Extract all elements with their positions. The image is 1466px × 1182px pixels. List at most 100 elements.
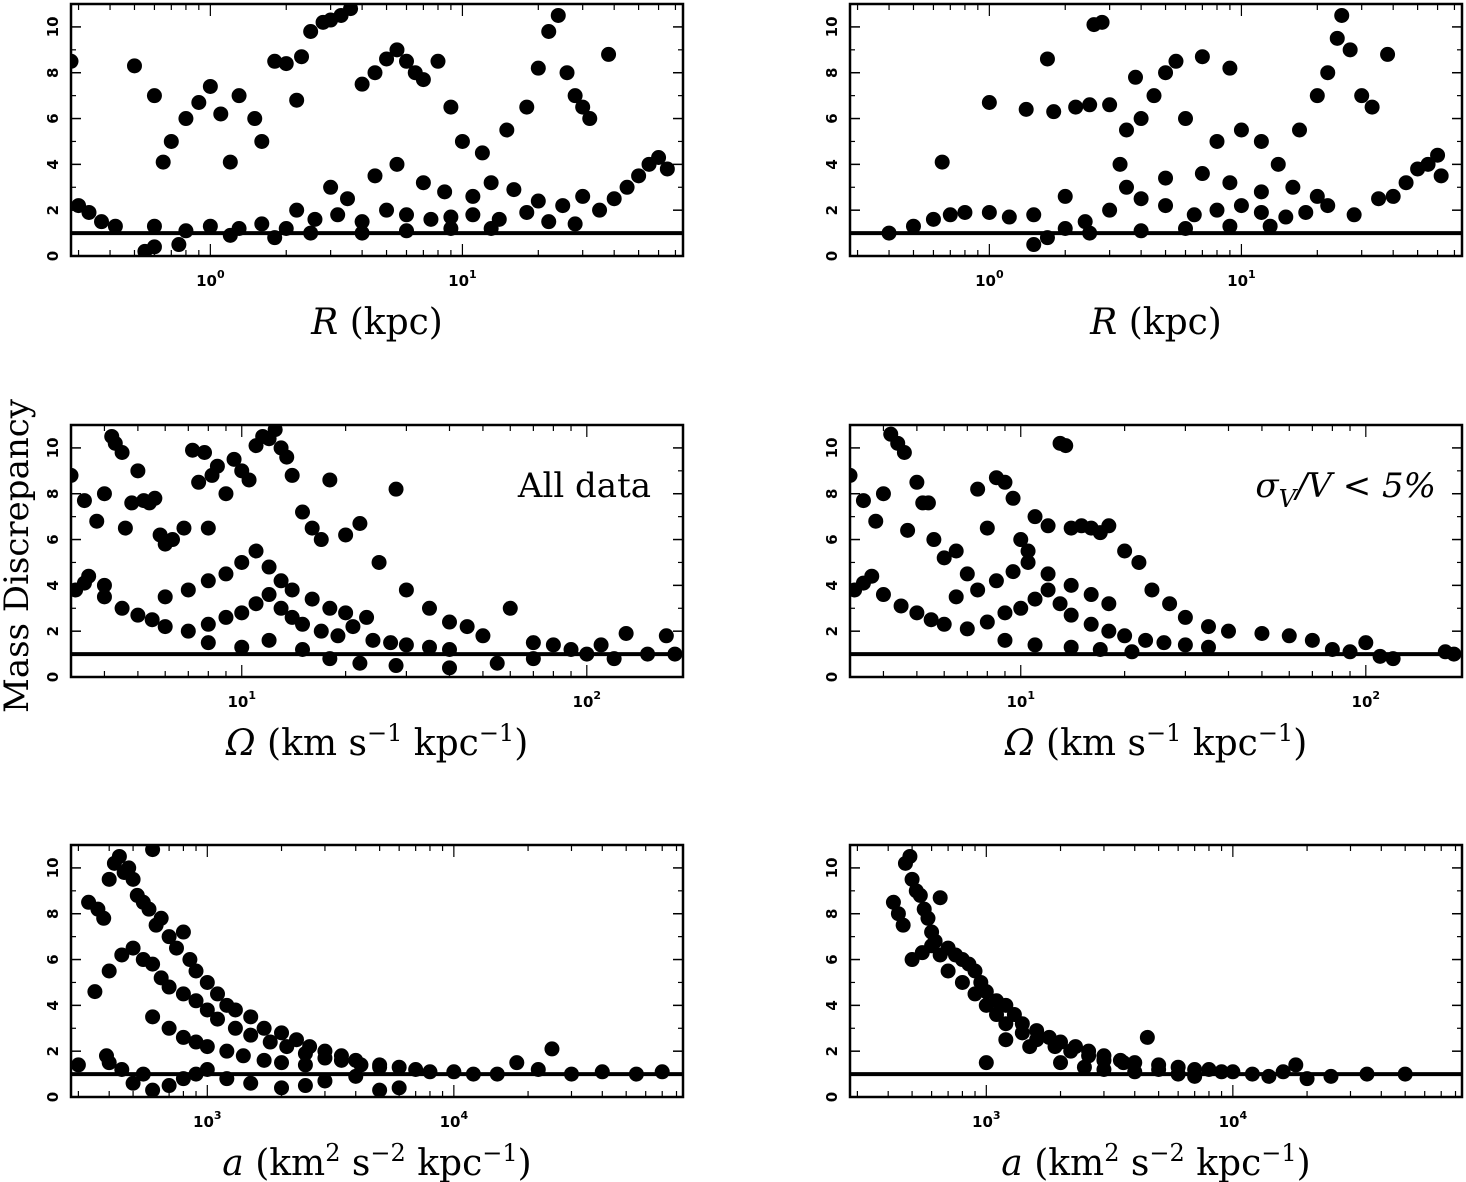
chart-panel-a-sel: 0 2 4 6 8 10 103 104 a (km2 s−2 kpc−1) — [823, 843, 1464, 1182]
y-tick-label: 0 — [44, 251, 62, 261]
data-point — [161, 1078, 177, 1094]
y-tick-label: 6 — [44, 954, 62, 964]
data-point — [303, 23, 319, 39]
data-point — [1446, 646, 1462, 662]
data-point — [1200, 619, 1216, 635]
data-point — [168, 940, 184, 956]
data-point — [117, 520, 133, 536]
data-point — [1158, 170, 1174, 186]
data-point — [399, 207, 415, 223]
y-tick-label: 10 — [823, 857, 841, 878]
data-point — [454, 133, 470, 149]
data-point — [959, 621, 975, 637]
data-point — [1013, 532, 1029, 548]
y-tick-label: 2 — [823, 205, 841, 215]
data-point — [959, 566, 975, 582]
data-point — [199, 1002, 215, 1018]
data-point — [330, 628, 346, 644]
data-point — [114, 600, 130, 616]
data-point — [926, 532, 942, 548]
data-point — [421, 600, 437, 616]
data-point — [1221, 623, 1236, 639]
data-point — [855, 575, 871, 591]
data-point — [111, 848, 127, 864]
y-tick-label: 8 — [823, 489, 841, 499]
data-point — [222, 227, 238, 243]
data-point — [1194, 166, 1210, 182]
data-point — [243, 1075, 259, 1091]
data-point — [146, 239, 162, 255]
data-point — [398, 637, 414, 653]
y-tick-label: 0 — [823, 251, 841, 261]
data-point — [465, 188, 481, 204]
data-point — [1398, 175, 1414, 191]
data-point — [185, 442, 201, 458]
data-point — [1214, 1064, 1230, 1080]
data-point — [1254, 625, 1270, 641]
y-tick-label: 6 — [44, 113, 62, 123]
data-point — [437, 184, 453, 200]
data-point — [1117, 628, 1133, 644]
x-tick-label: 101 — [1227, 268, 1256, 290]
plot-frame — [69, 423, 685, 679]
data-point — [1253, 133, 1269, 149]
data-point — [1323, 1068, 1339, 1084]
y-tick-label: 8 — [44, 909, 62, 919]
data-point — [575, 99, 591, 115]
data-point — [219, 1071, 235, 1087]
data-point — [654, 1064, 670, 1080]
data-point — [1101, 596, 1117, 612]
data-point — [163, 133, 179, 149]
data-point — [114, 947, 130, 963]
data-point — [278, 56, 294, 72]
data-point — [96, 910, 112, 926]
data-point — [333, 1052, 349, 1068]
data-point — [415, 72, 431, 88]
data-point — [81, 204, 97, 220]
data-point — [267, 230, 283, 246]
data-point — [124, 495, 140, 511]
y-tick-label: 2 — [823, 1046, 841, 1056]
data-point — [1186, 207, 1202, 223]
data-point — [200, 616, 216, 632]
data-point — [126, 58, 142, 74]
data-point — [459, 619, 475, 635]
data-point — [161, 979, 177, 995]
data-point — [909, 605, 925, 621]
data-point — [218, 486, 234, 502]
data-point — [71, 53, 79, 69]
data-point — [274, 1025, 290, 1041]
data-point — [145, 1009, 161, 1025]
x-tick-label: 100 — [975, 268, 1004, 290]
data-point — [379, 51, 395, 67]
y-tick-label: 2 — [44, 626, 62, 636]
x-tick-label: 102 — [573, 689, 602, 711]
data-point — [202, 218, 218, 234]
data-point — [200, 635, 216, 651]
data-point — [261, 632, 277, 648]
y-tick-label: 6 — [823, 534, 841, 544]
data-point — [178, 111, 194, 127]
x-tick-label: 103 — [972, 1109, 1001, 1131]
y-tick-label: 4 — [823, 159, 841, 169]
data-point — [1288, 1057, 1304, 1073]
data-point — [421, 639, 437, 655]
data-point — [146, 88, 162, 104]
data-point — [628, 1066, 644, 1082]
data-point — [422, 1064, 438, 1080]
data-point — [289, 202, 305, 218]
data-point — [191, 95, 207, 111]
y-tick-label: 10 — [823, 437, 841, 458]
data-point — [389, 156, 405, 172]
data-point — [199, 1039, 215, 1055]
data-point — [997, 632, 1013, 648]
data-point — [210, 986, 226, 1002]
data-point — [101, 963, 117, 979]
plot-frame — [848, 423, 1464, 679]
x-axis-label: R (kpc) — [1089, 302, 1222, 343]
y-tick-label: 0 — [823, 1092, 841, 1102]
data-point — [155, 154, 171, 170]
data-point — [1433, 168, 1449, 184]
data-point — [981, 204, 997, 220]
